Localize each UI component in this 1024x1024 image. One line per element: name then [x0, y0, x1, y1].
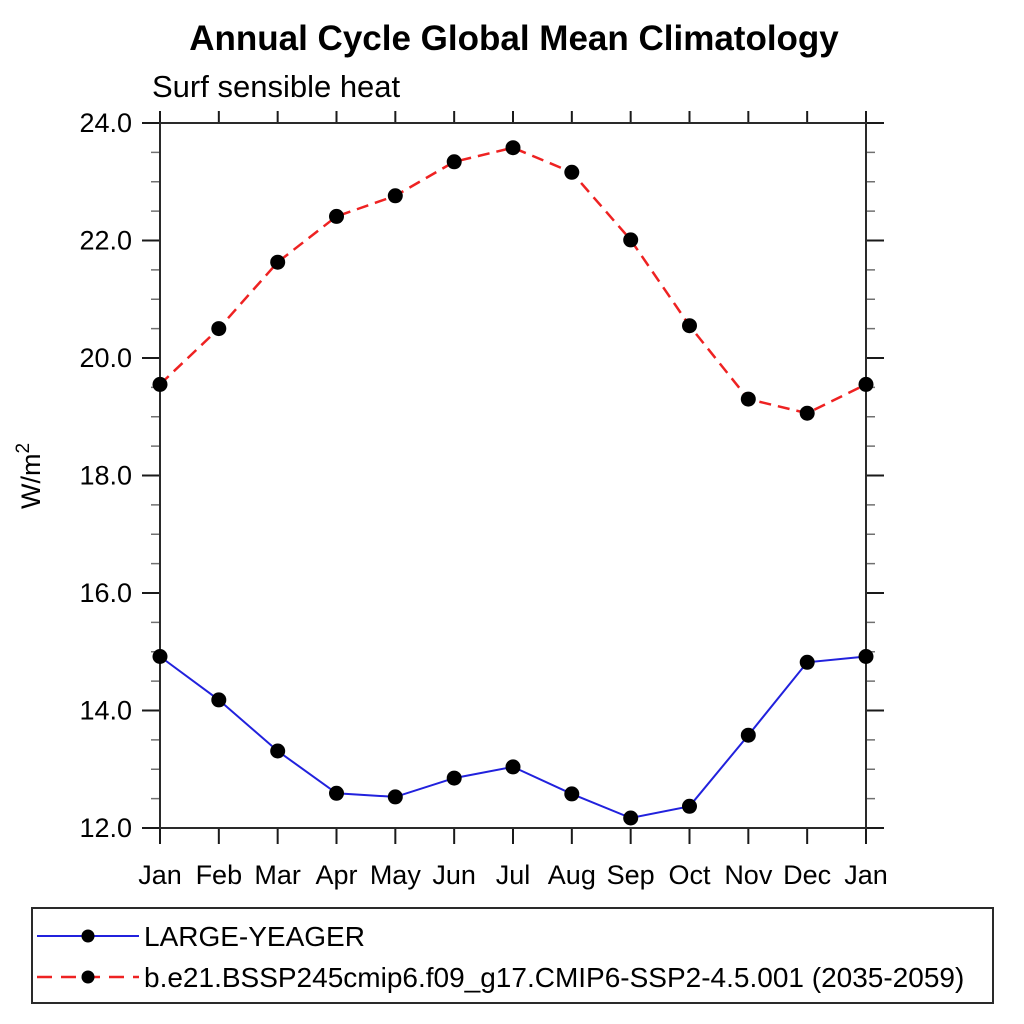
- y-tick-label: 22.0: [79, 226, 132, 256]
- data-point-marker: [446, 154, 462, 170]
- x-tick-label: Apr: [315, 860, 357, 890]
- minor-ticks: [151, 151, 875, 800]
- x-tick-label: Oct: [668, 860, 711, 890]
- y-tick-label: 12.0: [79, 813, 132, 843]
- data-point-marker: [329, 208, 344, 224]
- x-tick-label: Jun: [432, 860, 476, 890]
- legend-label-cmip6-ssp2: b.e21.BSSP245cmip6.f09_g17.CMIP6-SSP2-4.…: [144, 962, 964, 993]
- data-point-marker: [152, 376, 168, 392]
- data-point-marker: [740, 391, 756, 407]
- data-point-marker: [505, 759, 521, 775]
- data-point-marker: [564, 786, 580, 802]
- y-axis-label-base: W/m: [16, 454, 46, 509]
- series-line-0: [159, 655, 867, 820]
- y-axis-label-exponent: 2: [13, 443, 34, 454]
- data-point-marker: [329, 785, 344, 801]
- x-tick-label: Dec: [783, 860, 831, 890]
- data-point-marker: [387, 188, 403, 204]
- data-series: [152, 140, 874, 826]
- y-tick-label: 16.0: [79, 578, 132, 608]
- legend-label-large-yeager: LARGE-YEAGER: [144, 921, 365, 952]
- data-point-marker: [152, 649, 168, 664]
- data-point-marker: [211, 692, 227, 708]
- major-ticks: [142, 111, 884, 844]
- data-point-marker: [858, 649, 874, 664]
- y-axis-label: W/m2: [13, 443, 46, 509]
- data-point-marker: [623, 810, 639, 826]
- legend-marker-large-yeager: [81, 929, 95, 943]
- y-tick-label: 24.0: [79, 108, 132, 138]
- x-tick-label: Jan: [844, 860, 888, 890]
- plot-frame: [159, 122, 867, 829]
- y-tick-label: 20.0: [79, 343, 132, 373]
- legend-box: [31, 907, 994, 1004]
- data-point-marker: [623, 232, 639, 248]
- data-point-marker: [564, 164, 580, 180]
- x-tick-label: Mar: [254, 860, 301, 890]
- x-tick-label: Sep: [607, 860, 655, 890]
- legend: LARGE-YEAGER b.e21.BSSP245cmip6.f09_g17.…: [31, 907, 994, 1004]
- y-tick-label: 18.0: [79, 461, 132, 491]
- data-point-marker: [211, 321, 227, 337]
- x-tick-label: May: [370, 860, 422, 890]
- series-line-1: [159, 146, 867, 415]
- x-tick-label: Nov: [724, 860, 773, 890]
- data-point-marker: [858, 376, 874, 392]
- data-point-marker: [799, 405, 815, 421]
- data-point-marker: [505, 140, 521, 156]
- data-point-marker: [446, 770, 462, 786]
- chart-title: Annual Cycle Global Mean Climatology: [189, 19, 839, 58]
- chart-subtitle: Surf sensible heat: [152, 69, 401, 104]
- data-point-marker: [270, 254, 286, 270]
- x-tick-label: Aug: [548, 860, 596, 890]
- tick-labels: 12.0 14.0 16.0 18.0 20.0 22.0 24.0 Jan Feb Mar Apr…: [79, 108, 887, 890]
- data-point-marker: [682, 318, 697, 334]
- y-tick-label: 14.0: [79, 696, 132, 726]
- svg-text:W/m2: W/m2: [13, 443, 46, 509]
- data-point-marker: [270, 743, 286, 759]
- x-tick-label: Jan: [138, 860, 182, 890]
- data-point-marker: [682, 798, 697, 814]
- x-tick-label: Feb: [196, 860, 243, 890]
- legend-marker-cmip6-ssp2: [81, 970, 95, 984]
- x-tick-label: Jul: [496, 860, 531, 890]
- data-point-marker: [387, 789, 403, 805]
- plot-border: [159, 122, 867, 829]
- data-point-marker: [740, 727, 756, 743]
- data-point-marker: [799, 654, 815, 670]
